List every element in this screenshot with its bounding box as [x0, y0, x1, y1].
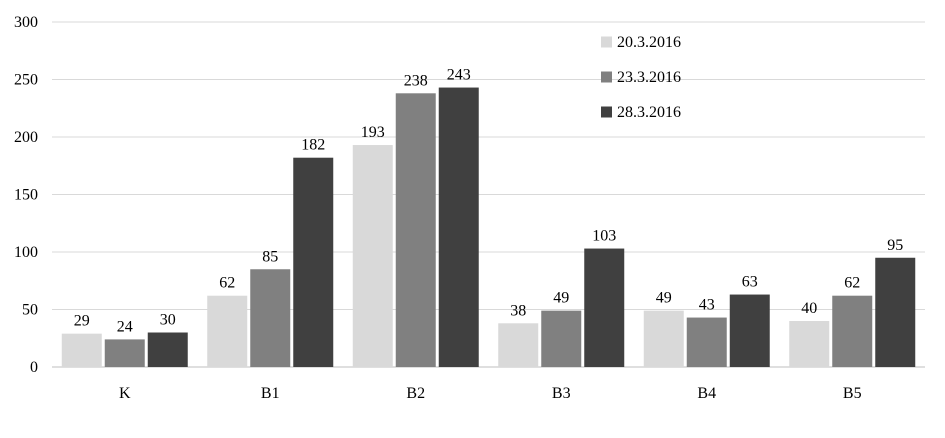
- bar: [875, 257, 916, 367]
- y-tick-label: 250: [14, 72, 38, 89]
- y-tick-label: 300: [14, 14, 38, 31]
- data-label: 62: [219, 275, 235, 292]
- bar: [104, 339, 145, 367]
- data-label: 63: [742, 274, 758, 291]
- bar: [541, 310, 582, 367]
- data-label: 38: [510, 302, 526, 319]
- legend-swatch: [601, 106, 612, 118]
- y-tick-label: 50: [22, 302, 38, 319]
- legend: 20.3.2016 23.3.2016 28.3.2016: [601, 34, 681, 121]
- x-category-label: B3: [552, 385, 571, 402]
- y-tick-label: 100: [14, 244, 38, 261]
- x-category-label: B5: [843, 385, 862, 402]
- x-category-label: B4: [697, 385, 716, 402]
- y-tick-label: 150: [14, 187, 38, 204]
- data-label: 29: [74, 313, 90, 330]
- legend-swatch: [601, 71, 612, 83]
- bars: [61, 87, 916, 368]
- legend-label: 23.3.2016: [617, 69, 681, 86]
- data-label: 62: [844, 275, 860, 292]
- gridlines: [52, 21, 925, 368]
- bar: [832, 295, 873, 367]
- bar: [729, 294, 770, 367]
- x-category-label: B2: [406, 385, 425, 402]
- x-axis-categories: K B1 B2 B3 B4 B5: [119, 385, 862, 402]
- bar: [395, 93, 436, 368]
- data-label: 49: [553, 290, 569, 307]
- data-label: 238: [404, 72, 428, 89]
- data-label: 95: [887, 237, 903, 254]
- data-label: 193: [361, 124, 385, 141]
- data-label: 30: [160, 312, 176, 329]
- bar: [789, 321, 830, 367]
- data-label: 49: [656, 290, 672, 307]
- bar: [293, 157, 334, 367]
- bar: [686, 317, 727, 367]
- x-category-label: B1: [261, 385, 280, 402]
- data-label: 182: [301, 137, 325, 154]
- data-label: 24: [117, 318, 133, 335]
- legend-label: 28.3.2016: [617, 104, 681, 121]
- data-label: 243: [447, 67, 471, 84]
- bar: [438, 87, 479, 368]
- data-label: 103: [592, 228, 616, 245]
- legend-label: 20.3.2016: [617, 34, 681, 51]
- bar: [147, 332, 188, 367]
- data-labels: 29 24 30 62 85 182 193 238 243 38 49 103 49 43 63 40 62 9…: [74, 67, 904, 336]
- y-tick-label: 200: [14, 129, 38, 146]
- x-category-label: K: [119, 385, 131, 402]
- bar: [584, 248, 625, 367]
- bar: [250, 269, 291, 367]
- legend-swatch: [601, 36, 612, 48]
- data-label: 43: [699, 297, 715, 314]
- bar: [352, 145, 393, 367]
- data-label: 40: [801, 300, 817, 317]
- bar: [207, 295, 248, 367]
- bar: [643, 310, 684, 367]
- y-axis-ticks: 0 50 100 150 200 250 300: [14, 14, 38, 376]
- bar: [61, 333, 102, 367]
- y-tick-label: 0: [30, 359, 38, 376]
- bar: [498, 323, 539, 367]
- data-label: 85: [262, 248, 278, 265]
